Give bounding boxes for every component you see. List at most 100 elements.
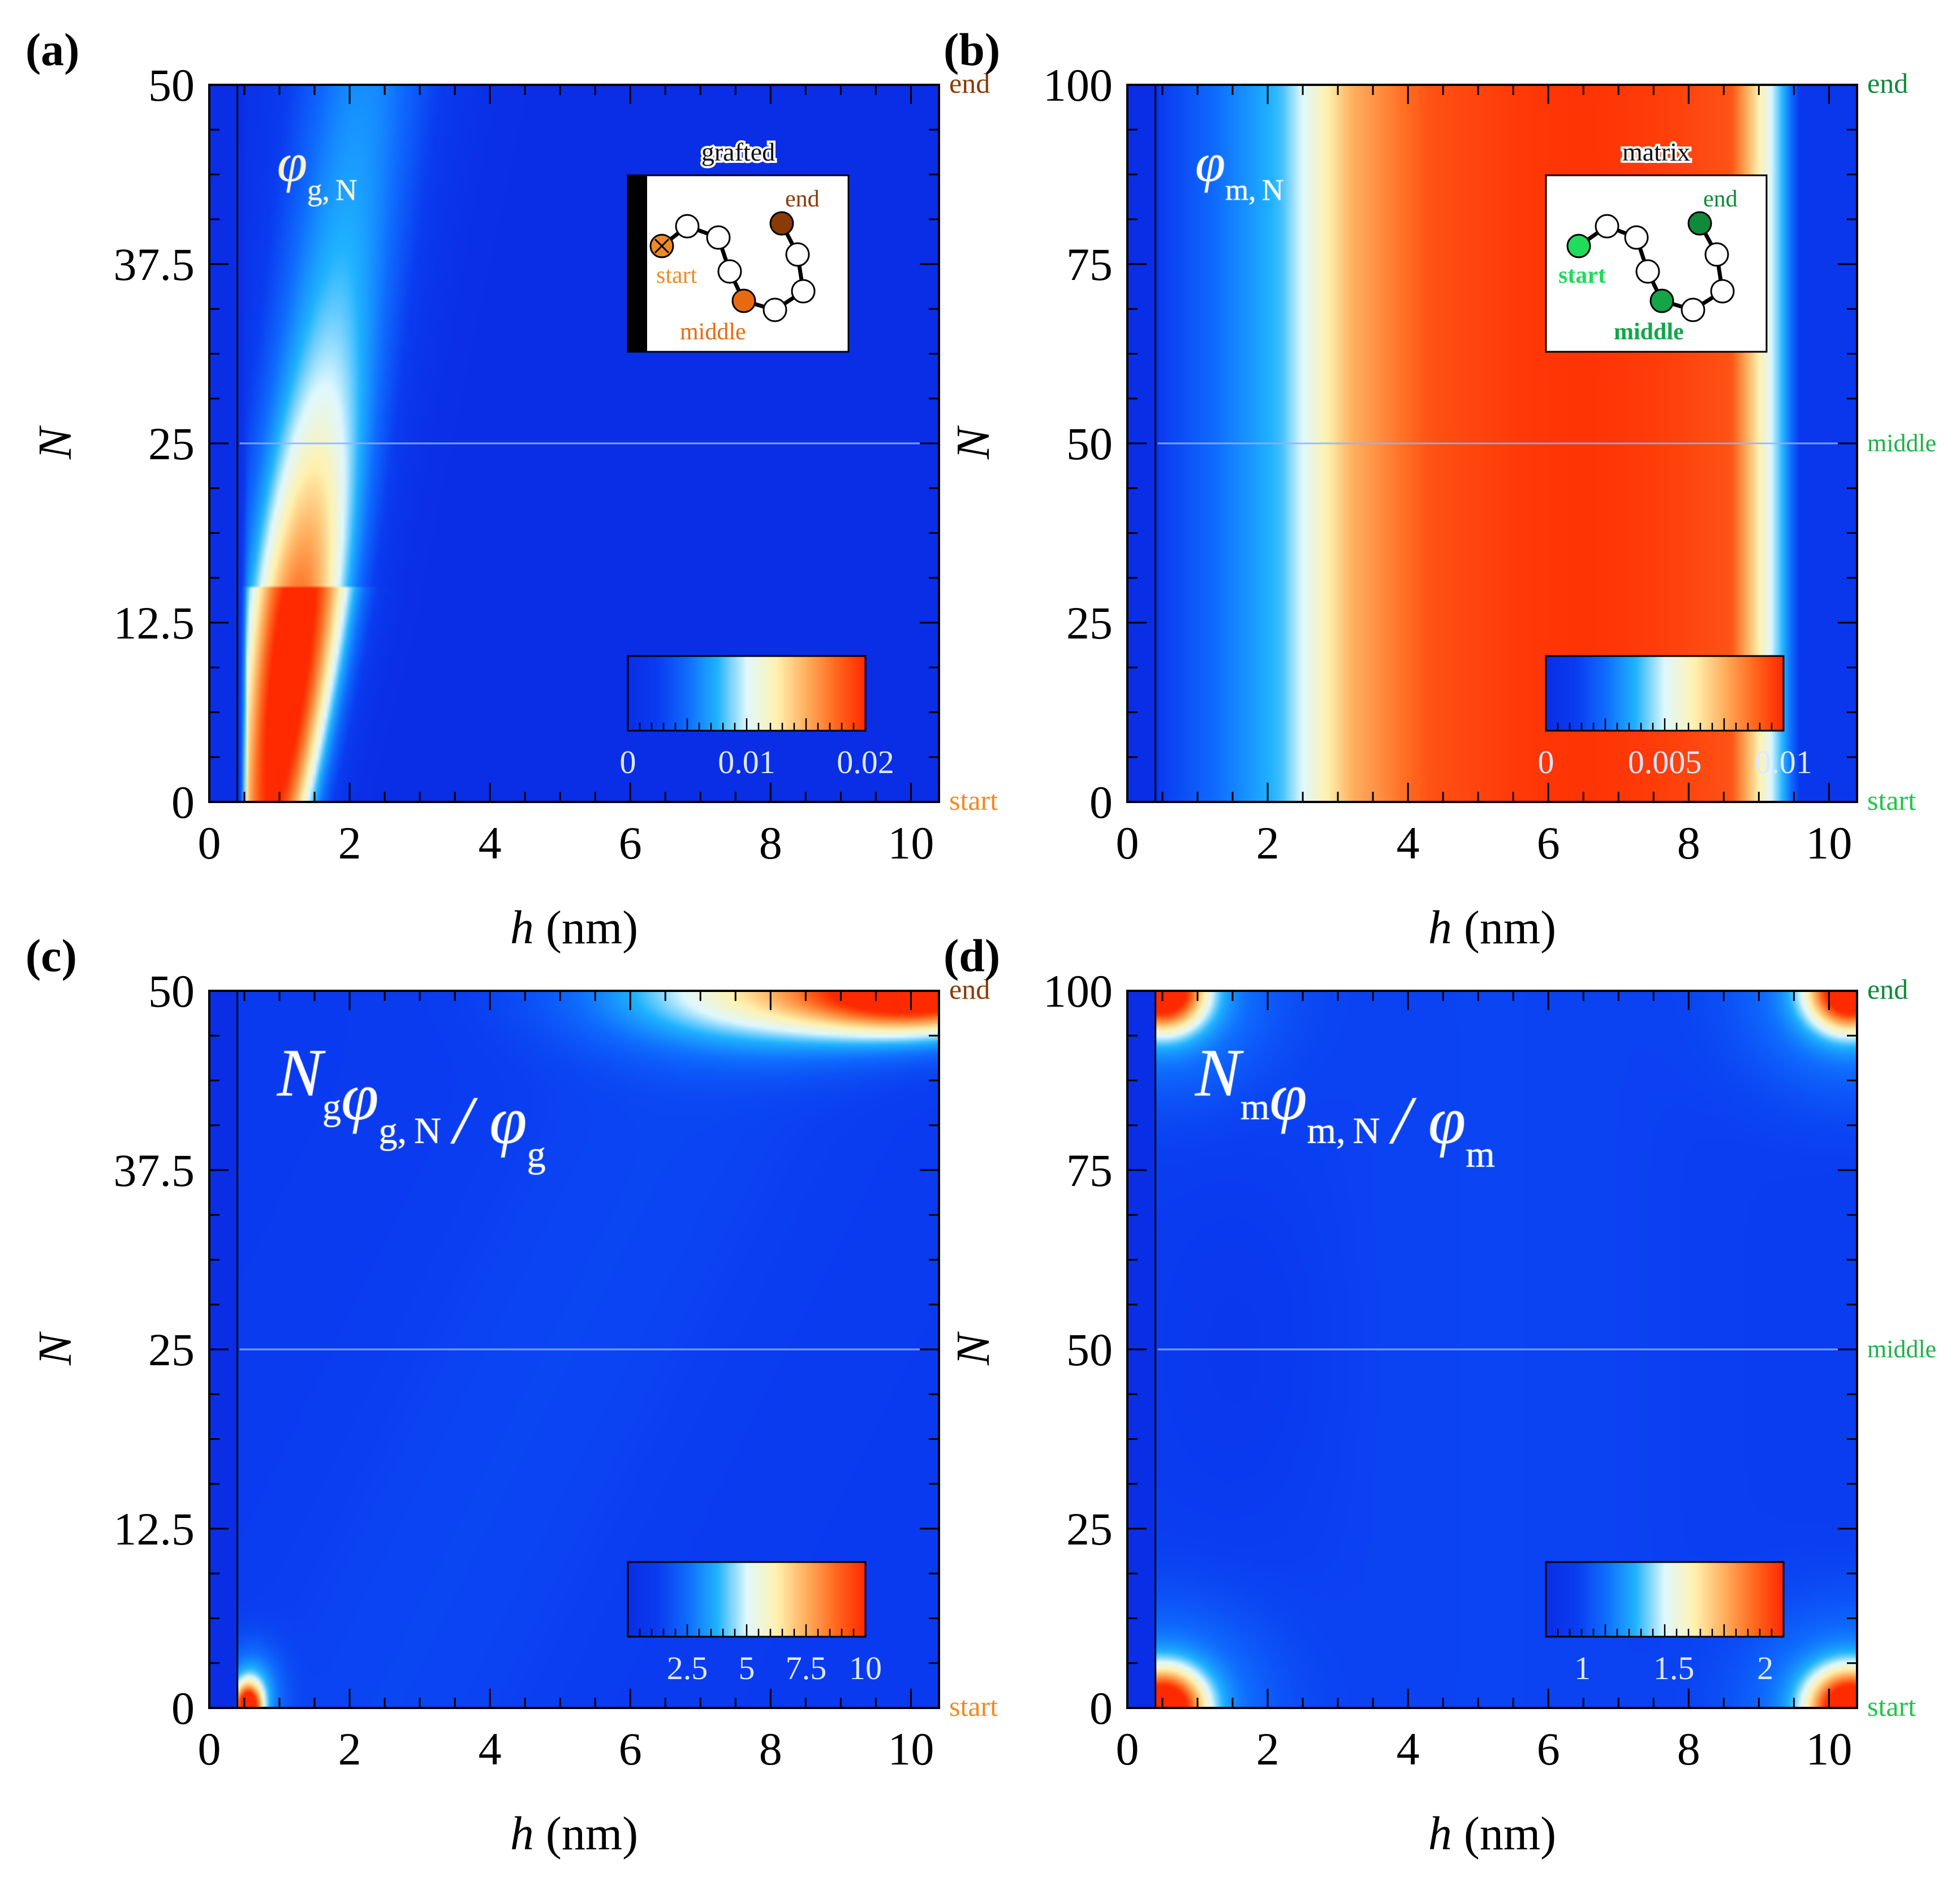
y-tick-label: 50 — [1066, 1324, 1113, 1375]
panel-title: φm, N — [1195, 132, 1283, 207]
y-tick-label: 0 — [1089, 776, 1113, 828]
bead-icon — [1681, 297, 1705, 322]
bead-icon — [1595, 214, 1619, 239]
y-tick-label: 50 — [148, 965, 195, 1017]
colorbar-tick-label: 2 — [1757, 1650, 1773, 1686]
inset-start-label: start — [656, 262, 697, 288]
y-tick-label: 50 — [1066, 418, 1113, 469]
y-axis-label: N — [29, 1331, 81, 1366]
inset-chain-schematic: grafted start middle end — [627, 135, 850, 353]
x-tick-label: 6 — [1537, 1723, 1560, 1775]
x-tick-label: 8 — [1677, 1723, 1700, 1775]
x-tick-label: 8 — [759, 817, 782, 869]
x-tick-label: 8 — [1677, 817, 1700, 869]
right-label-middle: middle — [1867, 429, 1936, 457]
panel-a: 0 2 4 6 8 10 0 12.5 25 37.5 50 h (nm) N (a) end start φg… — [25, 24, 998, 954]
bead-middle-icon — [731, 288, 756, 313]
right-label-end: end — [1867, 67, 1908, 99]
x-axis-label: h (nm) — [1428, 901, 1556, 954]
bead-end-icon — [769, 211, 794, 236]
bead-icon — [1704, 242, 1729, 267]
x-tick-label: 0 — [1116, 1723, 1139, 1775]
bead-end-icon — [1687, 211, 1712, 236]
panel-c: 0 2 4 6 8 10 0 12.5 25 37.5 50 h (nm) N (c) end start Ng… — [25, 930, 998, 1860]
bead-icon — [763, 297, 787, 322]
y-tick-label: 12.5 — [114, 1503, 195, 1555]
colorbar-tick-label: 0.01 — [1755, 744, 1812, 780]
bead-icon — [675, 214, 700, 239]
inset-title: matrix — [1622, 137, 1690, 166]
right-label-middle: middle — [1867, 1335, 1936, 1363]
x-tick-label: 6 — [1537, 817, 1560, 869]
colorbar-tick-label: 0 — [1538, 744, 1554, 780]
x-tick-label: 0 — [198, 1723, 221, 1775]
panel-title: φg, N — [277, 132, 357, 207]
x-tick-label: 2 — [1256, 1723, 1280, 1775]
y-tick-label: 0 — [1089, 1682, 1113, 1734]
right-label-start: start — [1867, 1690, 1916, 1722]
panel-label: (c) — [25, 930, 77, 981]
bead-icon — [791, 279, 816, 304]
y-tick-label: 25 — [1066, 597, 1113, 649]
colorbar-tick-label: 1 — [1574, 1650, 1591, 1686]
y-tick-label: 100 — [1043, 965, 1113, 1017]
inset-frame — [1545, 174, 1768, 353]
x-tick-label: 8 — [759, 1723, 782, 1775]
x-axis-label: h (nm) — [510, 1807, 638, 1860]
y-tick-label: 50 — [148, 59, 195, 111]
x-tick-label: 4 — [479, 817, 502, 869]
y-tick-label: 100 — [1043, 59, 1113, 111]
panel-label: (b) — [944, 24, 1000, 75]
x-tick-label: 10 — [1806, 817, 1852, 869]
x-tick-label: 10 — [1806, 1723, 1852, 1775]
y-axis-label: N — [947, 1331, 1000, 1366]
y-tick-label: 12.5 — [114, 597, 195, 649]
y-tick-label: 75 — [1066, 239, 1113, 290]
panel-label: (a) — [25, 24, 80, 75]
right-label-end: end — [949, 973, 990, 1005]
x-tick-label: 6 — [619, 1723, 642, 1775]
right-label-end: end — [949, 67, 990, 99]
x-tick-label: 4 — [1397, 1723, 1420, 1775]
inset-chain-schematic: matrix start middle end — [1545, 135, 1768, 353]
inset-middle-label: middle — [680, 319, 746, 345]
bead-icon — [1710, 279, 1735, 304]
colorbar-tick-label: 2.5 — [667, 1650, 708, 1686]
colorbar-tick-label: 5 — [739, 1650, 755, 1686]
graft-cross-icon — [654, 238, 670, 254]
bead-icon — [717, 259, 742, 284]
bead-start-icon — [1566, 234, 1591, 258]
y-tick-label: 25 — [148, 418, 195, 469]
right-label-start: start — [1867, 784, 1916, 816]
right-label-end: end — [1867, 973, 1908, 1005]
colorbar-tick-label: 7.5 — [786, 1650, 827, 1686]
right-label-start: start — [949, 784, 998, 816]
x-axis-label: h (nm) — [1428, 1807, 1556, 1860]
colorbar-tick-label: 1.5 — [1653, 1650, 1695, 1686]
y-tick-label: 25 — [148, 1324, 195, 1375]
x-axis-label: h (nm) — [510, 901, 638, 954]
bead-icon — [1635, 259, 1660, 284]
x-tick-label: 10 — [888, 1723, 934, 1775]
inset-title: grafted — [701, 137, 775, 166]
x-tick-label: 10 — [888, 817, 934, 869]
colorbar-tick-label: 0 — [620, 744, 636, 780]
x-tick-label: 4 — [479, 1723, 502, 1775]
x-tick-label: 4 — [1397, 817, 1420, 869]
right-label-start: start — [949, 1690, 998, 1722]
y-axis-label: N — [29, 425, 81, 460]
x-tick-label: 6 — [619, 817, 642, 869]
y-tick-label: 37.5 — [114, 1145, 195, 1196]
inset-start-label: start — [1558, 262, 1606, 288]
inset-middle-label: middle — [1614, 319, 1684, 345]
grafting-wall — [628, 175, 647, 352]
bead-icon — [785, 242, 810, 267]
x-tick-label: 2 — [1256, 817, 1280, 869]
panel-title: Ngφg, N / φg — [277, 1035, 546, 1175]
colorbar-tick-label: 0.01 — [718, 744, 776, 780]
colorbar-tick-label: 0.005 — [1628, 744, 1702, 780]
y-tick-label: 0 — [171, 776, 195, 828]
inset-end-label: end — [1703, 186, 1738, 212]
